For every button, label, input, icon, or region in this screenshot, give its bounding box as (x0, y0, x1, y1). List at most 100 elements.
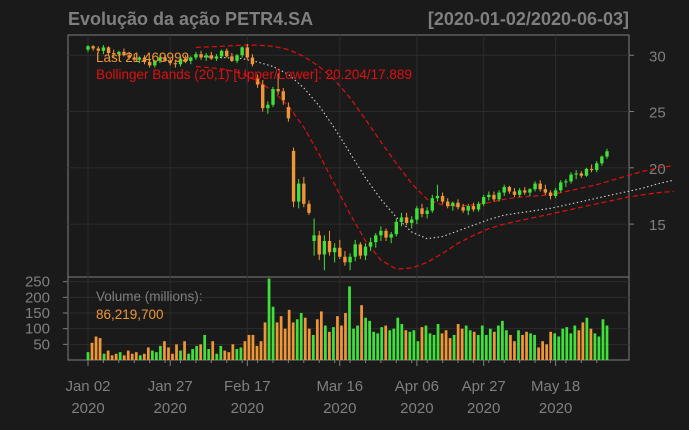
candle (605, 148, 609, 159)
lower-band-line (195, 65, 674, 270)
candle-body (394, 221, 399, 235)
candle-body (368, 242, 373, 247)
volume-bar (488, 328, 492, 360)
volume-bar (376, 333, 380, 360)
volume-bar (211, 341, 215, 360)
volume-bar (420, 327, 424, 360)
candle (281, 87, 285, 105)
volume-bar (118, 352, 122, 360)
candle (579, 171, 584, 178)
candle (91, 45, 95, 51)
candle (584, 167, 589, 177)
candle-body (281, 91, 285, 101)
candle (404, 212, 409, 226)
candle-body (245, 47, 249, 58)
candle (379, 226, 383, 241)
volume-bar (86, 352, 90, 360)
candle (507, 185, 512, 194)
volume-bar (299, 313, 303, 360)
candle-body (435, 195, 440, 199)
volume-last-value: 86,219,700 (96, 307, 164, 322)
candle (106, 46, 111, 56)
volume-bar (328, 331, 331, 360)
candle-body (533, 183, 537, 190)
candle-body (204, 55, 208, 58)
volume-bar (573, 325, 577, 360)
volume-bar (380, 327, 384, 360)
volume-bar (340, 325, 343, 360)
volume-bar (251, 334, 255, 360)
date-tick-year: 2020 (71, 400, 104, 417)
volume-bar (295, 319, 299, 360)
candle-body (461, 207, 465, 211)
volume-bar (146, 347, 150, 360)
candle (502, 184, 506, 196)
candle-body (194, 54, 198, 58)
candle (163, 55, 167, 63)
candle (317, 230, 321, 261)
candle-body (574, 173, 578, 175)
volume-bar (537, 347, 540, 360)
volume-bar (577, 330, 581, 360)
candle-body (476, 203, 481, 210)
candle-body (399, 217, 404, 222)
candle (415, 206, 419, 225)
volume-bar (122, 355, 126, 360)
date-tick-label: Feb 17 (224, 378, 271, 395)
candle (286, 102, 291, 122)
candle (553, 188, 558, 199)
volume-bar (219, 345, 223, 360)
candle (368, 237, 373, 252)
volume-bar (601, 319, 605, 360)
volume-bar (303, 317, 307, 360)
candle-body (466, 206, 470, 211)
candle (523, 186, 527, 195)
candle-body (158, 57, 162, 61)
date-tick-year: 2020 (467, 400, 500, 417)
candle-body (389, 234, 393, 238)
candle-body (451, 202, 455, 207)
volume-bar (311, 334, 315, 360)
candle (595, 161, 599, 173)
candle-body (163, 57, 167, 61)
volume-bar (472, 331, 476, 360)
volume-tick-label: 200 (25, 289, 50, 306)
candle (456, 199, 460, 210)
candle (343, 251, 347, 266)
volume-bar (203, 334, 207, 360)
volume-bar (456, 323, 460, 360)
candle-body (291, 150, 296, 202)
candle-body (240, 47, 244, 56)
candle (348, 253, 352, 271)
candle-body (276, 89, 280, 92)
candle-body (338, 247, 342, 257)
candle (266, 101, 270, 114)
candle-body (286, 107, 291, 119)
volume-bar (114, 353, 118, 360)
candle-body (528, 189, 532, 193)
candle (440, 192, 445, 204)
price-tick-label: 25 (649, 105, 666, 122)
volume-bar (424, 325, 428, 360)
candle-body (132, 57, 136, 60)
candle-body (261, 84, 265, 109)
volume-panel-label: Volume (millions): (96, 289, 203, 304)
candle-body (579, 173, 584, 176)
volume-bar (319, 311, 323, 360)
candle (420, 203, 424, 218)
candle-body (173, 63, 178, 65)
candle (538, 180, 542, 192)
volume-bar (155, 352, 158, 360)
candle-body (189, 57, 193, 61)
candle-body (595, 163, 599, 171)
volume-bar (332, 327, 335, 360)
candle (142, 55, 147, 65)
volume-bar (227, 352, 231, 360)
candle-body (538, 183, 542, 190)
volume-bar (392, 328, 396, 360)
candle-body (153, 60, 157, 66)
candle (173, 59, 178, 68)
volume-bars (86, 278, 609, 360)
